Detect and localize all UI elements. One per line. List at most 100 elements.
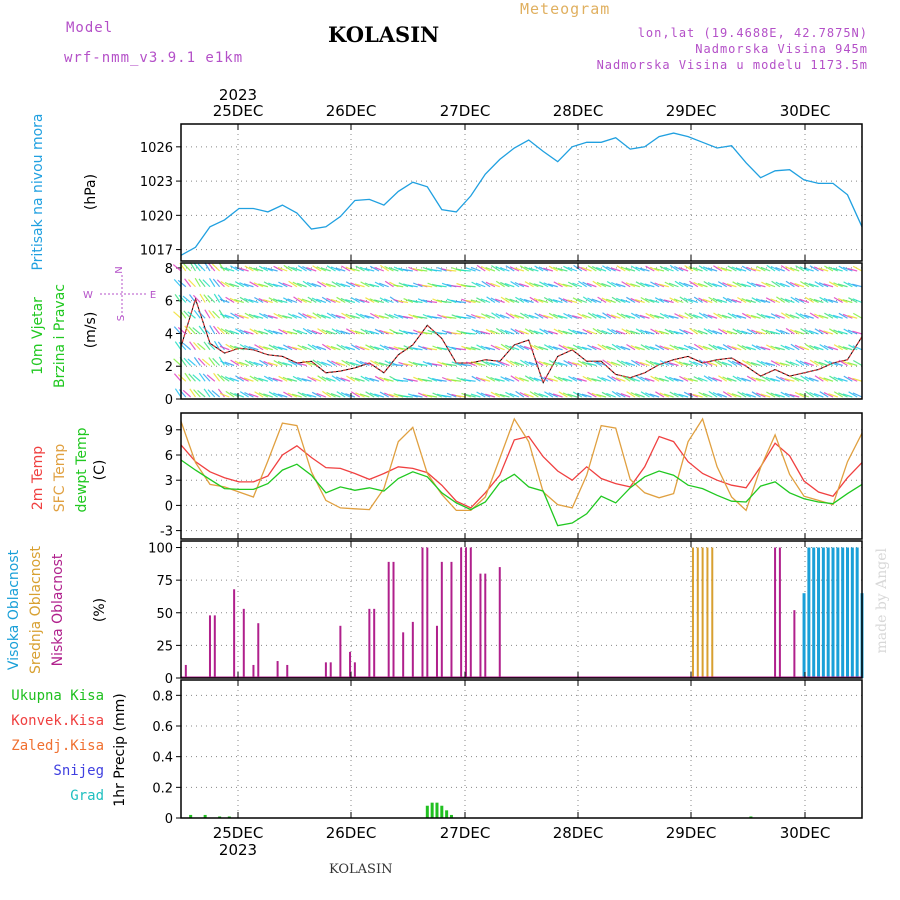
wind-barb: [248, 393, 259, 398]
wind-barb: [182, 342, 192, 351]
wind-barb: [499, 314, 510, 319]
wind-speed-line: [180, 297, 863, 385]
wind-barb: [568, 375, 578, 382]
wind-barb: [582, 328, 592, 335]
wind-barb: [597, 343, 607, 351]
wind-barb: [277, 266, 288, 272]
wind-barb: [543, 267, 554, 272]
wind-barb: [774, 393, 785, 398]
wind-barb: [374, 266, 385, 272]
wind-barb: [780, 312, 790, 319]
bottom-year-label: 2023: [219, 841, 257, 859]
wind-barb: [412, 347, 423, 351]
wind-dir-W: W: [83, 290, 93, 301]
pressure-unit-label: (hPa): [83, 174, 99, 210]
wind-barb: [833, 282, 843, 288]
wind-barb: [283, 391, 293, 398]
wind-barb: [192, 327, 201, 335]
wind-barb: [277, 361, 288, 367]
wind-barb: [639, 361, 650, 367]
wind-barb: [678, 267, 689, 272]
wind-barb: [578, 280, 588, 288]
wind-barb: [268, 329, 278, 335]
wind-barb: [799, 313, 810, 319]
wind-barb: [374, 361, 385, 367]
cloud-low-bar: [793, 610, 796, 678]
wind-barb: [311, 297, 322, 304]
wind-barb: [741, 377, 752, 382]
wind-barb: [485, 328, 496, 335]
wind-barb: [712, 344, 723, 351]
wind-barb: [577, 313, 587, 319]
wind-barb: [495, 313, 505, 319]
wind-barb: [184, 278, 192, 288]
ytick-label: 0.4: [152, 751, 173, 766]
wind-barb: [509, 345, 520, 351]
wind-dir-S: S: [116, 315, 127, 321]
cloud-mid-bar: [711, 547, 714, 678]
wind-barb: [211, 263, 221, 272]
wind-barb: [755, 283, 766, 288]
wind-barb: [741, 283, 752, 288]
wind-barb: [287, 392, 298, 398]
wind-barb: [277, 393, 288, 398]
wind-barb: [198, 372, 206, 382]
panel-frame: [180, 412, 863, 540]
cloud-low-bar: [426, 547, 429, 678]
wind-barb: [761, 281, 771, 288]
wind-barb: [707, 376, 718, 382]
top-date-label: 26DEC: [326, 102, 377, 120]
wind-barb: [446, 269, 457, 272]
wind-barb: [194, 277, 201, 288]
wind-barb: [302, 313, 312, 319]
wind-barb: [721, 267, 732, 272]
wind-barb: [345, 313, 356, 319]
wind-barb: [785, 327, 795, 335]
wind-barb: [620, 313, 631, 319]
wind-barb: [808, 330, 819, 335]
wind-barb: [818, 361, 829, 367]
wind-barb: [630, 377, 641, 382]
wind-barb: [208, 357, 216, 366]
wind-barb: [359, 266, 370, 272]
wind-barb: [790, 328, 800, 335]
wind-barb: [746, 266, 756, 272]
wind-barb: [663, 299, 674, 304]
wind-barb: [345, 393, 356, 398]
wind-barb: [481, 280, 491, 288]
wind-barb: [790, 376, 800, 382]
wind-barb: [529, 282, 539, 288]
model-elevation-label: Nadmorska Visina u modelu 1173.5m: [596, 58, 868, 72]
ytick-label: 0: [165, 393, 173, 408]
wind-barb: [668, 315, 679, 319]
wind-barb: [193, 357, 201, 366]
wind-barb: [557, 282, 568, 288]
wind-barb: [417, 345, 428, 351]
wind-barb: [220, 360, 230, 367]
wind-barb: [562, 345, 573, 351]
wind-barb: [654, 329, 665, 335]
wind-barb: [732, 328, 742, 335]
wind-barb: [828, 266, 839, 272]
wind-barb: [198, 325, 206, 335]
wind-barb: [287, 313, 298, 319]
wind-barb: [177, 374, 187, 382]
wind-barb: [808, 283, 819, 288]
wind-barb: [383, 330, 394, 335]
wind-barb: [359, 299, 370, 304]
wind-barb: [838, 312, 848, 319]
wind-barb: [703, 313, 713, 319]
wind-barb: [674, 265, 684, 272]
wind-barb: [378, 362, 389, 367]
wind-barb: [596, 314, 607, 319]
wind-barb: [489, 362, 500, 367]
wind-barb: [273, 312, 283, 319]
wind-barb: [746, 313, 756, 319]
wind-barb: [847, 376, 858, 382]
wind-barb: [330, 393, 341, 398]
wind-barb: [784, 392, 795, 398]
wind-barb: [572, 297, 583, 304]
wind-barb: [273, 265, 283, 272]
wind-barb: [326, 344, 336, 351]
wind-barb: [669, 264, 679, 272]
